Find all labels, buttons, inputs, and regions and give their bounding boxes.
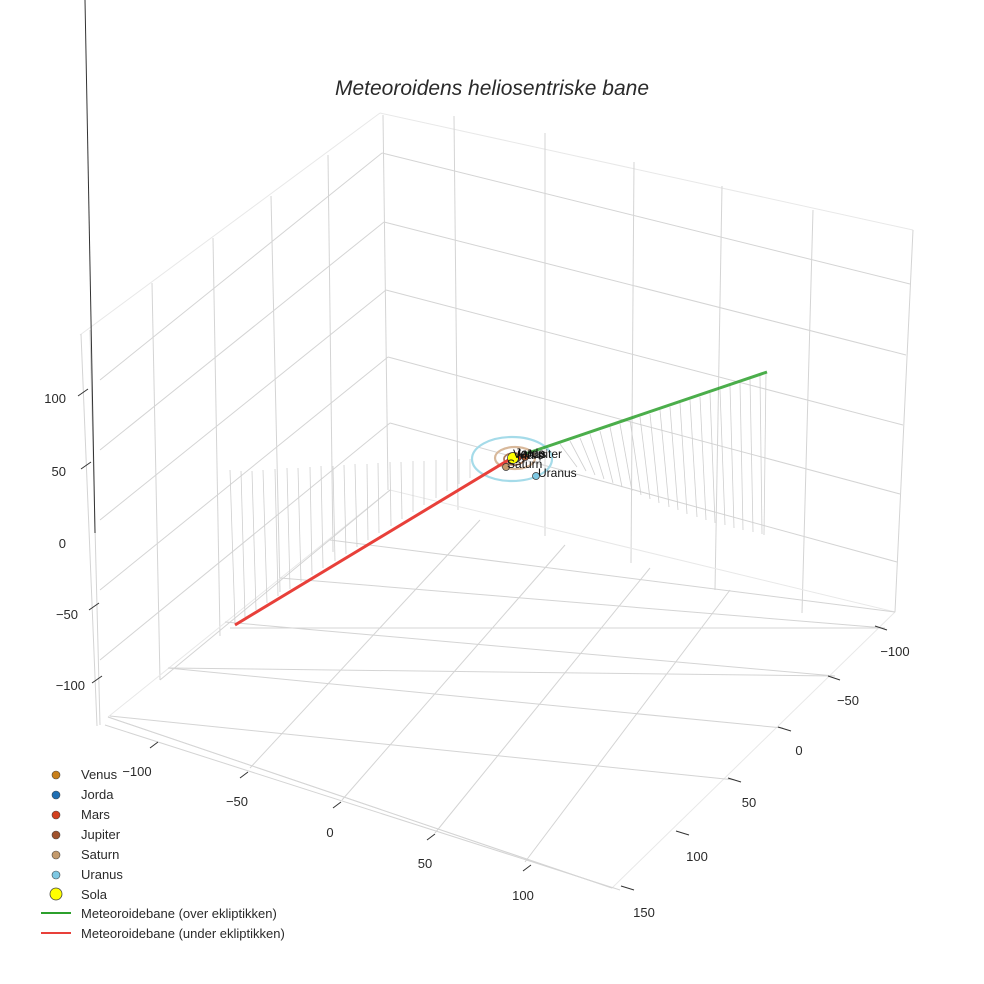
trajectory-under-ecliptic[interactable] [234,457,511,627]
y-tick-label: −50 [837,693,859,708]
legend-item-uranus[interactable]: Uranus [51,867,123,882]
annotation-jorda: Jorda [515,446,545,460]
legend: Venus Jorda Mars Jupiter Saturn Uranus S… [41,767,285,941]
planet-markers[interactable] [502,452,540,480]
x-axis: −100 −50 0 50 100 [122,741,534,903]
legend-item-under-ecliptic[interactable]: Meteoroidebane (under ekliptikken) [41,926,285,941]
y-tick-label: 150 [633,905,655,920]
annotation-venus: Venus [513,447,546,461]
back-right-wall-grid [379,112,914,614]
x-tick-label: 0 [326,825,333,840]
legend-item-jorda[interactable]: Jorda [51,787,114,802]
z-tick-label: 100 [44,391,66,406]
x-tick-label: −100 [122,764,151,779]
svg-text:Jorda: Jorda [81,787,114,802]
y-tick-label: 0 [795,743,802,758]
saturn-orbit [493,445,537,471]
annotation-jupiter: Jupiter [526,447,562,461]
annotation-uranus: Uranus [538,466,577,480]
drop-lines-over [559,372,767,536]
marker-icon [51,810,61,820]
svg-text:Mars: Mars [81,807,110,822]
annotation-mars: Mars [517,448,544,462]
svg-text:Meteoroidebane (over ekliptikk: Meteoroidebane (over ekliptikken) [81,906,277,921]
chart-title: Meteoroidens heliosentriske bane [335,77,649,100]
back-left-wall-grid [79,112,391,727]
z-tick-label: −50 [56,607,78,622]
z-tick-label: 50 [52,464,66,479]
annotation-saturn: Saturn [507,457,542,471]
z-axis: 100 50 0 −50 −100 [44,0,103,693]
x-tick-label: 100 [512,888,534,903]
legend-item-over-ecliptic[interactable]: Meteoroidebane (over ekliptikken) [41,906,277,921]
x-tick-label: −50 [226,794,248,809]
svg-text:Uranus: Uranus [81,867,123,882]
z-tick-label: 0 [59,536,66,551]
z-tick-label: −100 [56,678,85,693]
legend-item-jupiter[interactable]: Jupiter [51,827,121,842]
y-tick-label: 100 [686,849,708,864]
svg-text:Venus: Venus [81,767,118,782]
y-axis: −100 −50 0 50 100 150 [620,625,910,920]
marker-icon [51,830,61,840]
planet-annotations: Venus Jorda Mars Jupiter Saturn Uranus [507,446,577,480]
saturn-marker [502,463,510,471]
legend-item-venus[interactable]: Venus [51,767,118,782]
sun-icon [49,887,63,901]
marker-icon [51,870,61,880]
floor-grid [104,489,896,891]
uranus-marker [532,472,540,480]
svg-text:Jupiter: Jupiter [81,827,121,842]
trajectory-over-ecliptic[interactable] [524,370,768,456]
drop-lines-under [229,459,471,625]
jupiter-marker [521,453,529,461]
legend-item-mars[interactable]: Mars [51,807,110,822]
marker-icon [51,850,61,860]
legend-item-sola[interactable]: Sola [49,887,108,902]
marker-icon [51,770,61,780]
svg-text:Sola: Sola [81,887,108,902]
y-tick-label: 50 [742,795,756,810]
sun-marker [507,452,519,464]
legend-item-saturn[interactable]: Saturn [51,847,119,862]
marker-icon [51,790,61,800]
x-tick-label: 50 [418,856,432,871]
uranus-orbit [470,435,554,483]
svg-text:Meteoroidebane (under ekliptik: Meteoroidebane (under ekliptikken) [81,926,285,941]
svg-text:Saturn: Saturn [81,847,119,862]
y-tick-label: −100 [880,644,909,659]
